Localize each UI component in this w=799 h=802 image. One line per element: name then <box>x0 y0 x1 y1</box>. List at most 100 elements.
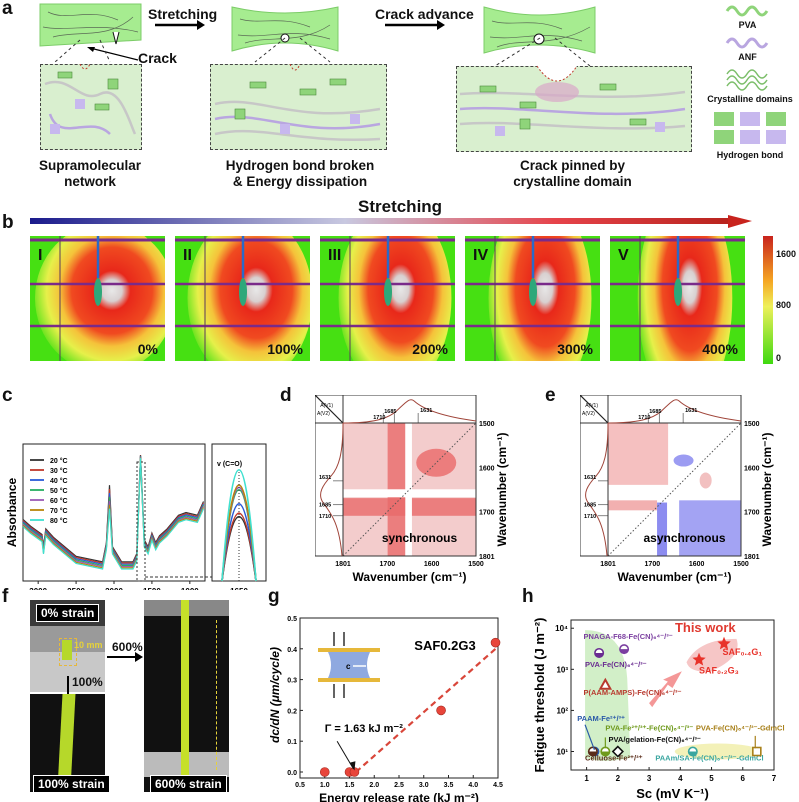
y-axis-label: Fatigue threshold (J m⁻²) <box>532 618 547 773</box>
legend-label: 50 °C <box>50 487 68 495</box>
spectrum-line <box>22 457 205 570</box>
legend-anf: ANF <box>738 52 757 62</box>
inset-x-tick-label: 1650 <box>230 587 248 590</box>
legend-label: 20 °C <box>50 457 68 465</box>
map-border <box>342 422 477 557</box>
anf-chain-icon <box>725 37 769 49</box>
y-axis-label: Absorbance <box>5 478 19 548</box>
legend-label: 60 °C <box>50 497 68 505</box>
y-axis-label: Wavenumber (cm⁻¹) <box>760 433 774 547</box>
x-tick-label: 1000 <box>181 587 199 590</box>
trend-arrow <box>649 671 682 708</box>
x-tick-label: 1700 <box>645 561 661 568</box>
async-positive <box>699 472 712 489</box>
x-tick-label: 1700 <box>380 561 396 568</box>
x-tick-label: 1801 <box>335 561 351 568</box>
top-spectrum <box>342 399 477 424</box>
saxs-frame-i: I 0% <box>30 236 165 361</box>
x-tick-label: 2 <box>616 774 621 783</box>
legend-crystalline: Crystalline domains <box>707 94 793 104</box>
circle-marker-fill <box>620 649 629 654</box>
x-tick-label: 1.5 <box>345 782 355 789</box>
async-positive <box>608 500 658 511</box>
frame-strain-label: 100% <box>267 341 303 357</box>
panel-b-label: b <box>2 212 14 233</box>
frame-roman-label: I <box>38 247 42 264</box>
zoom-region <box>136 461 146 582</box>
y-tick-label: 0.0 <box>287 770 297 777</box>
panel-d-label: d <box>280 385 292 406</box>
x-tick-label: 4.5 <box>493 782 503 789</box>
diamond-marker <box>611 745 624 758</box>
peak-label-side: 1685 <box>584 503 596 509</box>
x-tick-label: 3000 <box>29 587 47 590</box>
step-100-label: 100% <box>72 675 103 689</box>
y-tick-label: 1801 <box>744 554 760 561</box>
crack-pointer-icon <box>87 47 139 61</box>
corner-divider <box>315 395 344 424</box>
beamstop <box>94 278 102 306</box>
region-gdmcl <box>674 743 761 760</box>
arrow-right-icon <box>155 20 205 30</box>
frame-roman-label: IV <box>473 247 488 264</box>
x-axis-label: Wavenumber (cm⁻¹) <box>353 570 467 584</box>
network-box-1 <box>40 64 142 150</box>
clamp-bottom <box>318 678 380 682</box>
stretching-gradient-arrow <box>30 215 752 228</box>
circle-marker-fill <box>601 751 610 756</box>
clamp-top <box>318 648 380 652</box>
arrow-right-icon <box>107 652 143 662</box>
async-positive <box>608 423 669 485</box>
x-axis-label: Wavenumber (cm⁻¹) <box>618 570 732 584</box>
x-tick-label: 5 <box>709 774 714 783</box>
hydrogen-bond-icon <box>714 112 786 144</box>
x-tick-label: 1 <box>584 774 589 783</box>
y-tick-label: 10¹ <box>556 748 568 757</box>
top-spectrum <box>607 399 742 424</box>
saxs-frame-iv: IV 300% <box>465 236 600 361</box>
y-tick-label: 0.1 <box>287 739 297 746</box>
peak-label-side: 1685 <box>319 503 331 509</box>
star-marker <box>692 652 706 666</box>
corner-divider <box>580 395 609 424</box>
legend-pva: PVA <box>738 20 757 30</box>
scattering-pattern <box>488 236 592 361</box>
x-tick-label: 3.0 <box>419 782 429 789</box>
beamstop <box>529 278 537 306</box>
plot-frame <box>299 617 499 779</box>
point-label: PVA-Fe²⁺/³⁺-Fe(CN)₆⁴⁻/³⁻ <box>605 724 693 733</box>
y-tick-label: 10² <box>556 706 568 715</box>
corner-label-v1: A(V1) <box>320 403 333 409</box>
panel-a-label: a <box>2 0 13 19</box>
side-spectrum <box>320 422 344 557</box>
saxs-frame-v: V 400% <box>610 236 745 361</box>
legend-label: 80 °C <box>50 517 68 525</box>
caption-crack-pinned: Crack pinned by crystalline domain <box>513 158 632 189</box>
colorbar-tick-max: 1600 <box>776 249 797 259</box>
x-tick-label: 1.0 <box>320 782 330 789</box>
x-tick-label: 2.0 <box>369 782 379 789</box>
point-label: SAF₀.₄G₁ <box>722 647 762 657</box>
sync-peak <box>416 448 457 477</box>
map-mode-label: synchronous <box>382 531 458 545</box>
panel-f-label: f <box>2 586 9 607</box>
x-axis-label: Energy release rate (kJ m⁻²) <box>319 791 479 802</box>
arrow-right-icon <box>385 20 445 30</box>
async-2dcos-map: A(V1)A(V2)asynchronous171017101685168516… <box>580 395 774 584</box>
x-tick-label: 2500 <box>67 587 85 590</box>
point-label: PNAGA-F68-Fe(CN)₆⁴⁻/³⁻ <box>583 632 672 641</box>
x-axis-label: Sc (mV K⁻¹) <box>636 786 709 801</box>
panel-c-label: c <box>2 385 13 406</box>
region-prior-work <box>585 630 631 761</box>
specimen-inset: c <box>318 632 380 698</box>
frame-roman-label: II <box>183 247 192 264</box>
frame-strain-label: 300% <box>557 341 593 357</box>
y-tick-label: 1700 <box>479 510 495 517</box>
async-negative <box>657 502 668 556</box>
legend-label: 40 °C <box>50 477 68 485</box>
triangle-marker <box>598 677 613 690</box>
dimension-label: 10 mm <box>74 640 103 650</box>
x-tick-label: 2000 <box>105 587 123 590</box>
peak-label-top: 1631 <box>685 408 697 414</box>
peak-label-top: 1710 <box>638 415 650 421</box>
